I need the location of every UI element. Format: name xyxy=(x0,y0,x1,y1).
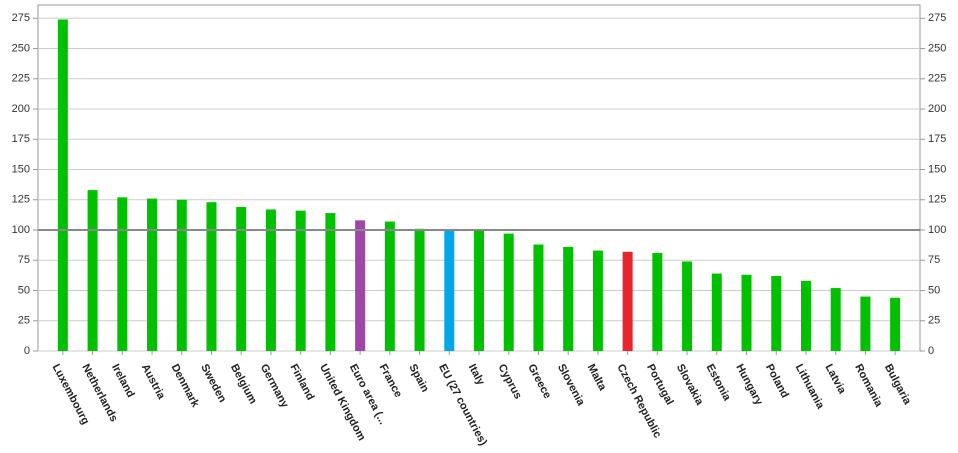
bar xyxy=(414,228,425,351)
bar xyxy=(176,199,187,351)
bar xyxy=(771,275,782,351)
x-tick-label: Cyprus xyxy=(496,362,524,401)
x-tick-label: Hungary xyxy=(733,362,765,408)
bar xyxy=(592,250,603,351)
x-tick-label: Spain xyxy=(406,362,431,394)
x-tick-label: Greece xyxy=(525,362,553,401)
bar xyxy=(503,233,514,351)
x-tick-label: Sweden xyxy=(198,362,228,405)
y2-tick-label: 0 xyxy=(928,345,934,357)
y-tick-label: 100 xyxy=(12,224,30,236)
y-tick-label: 225 xyxy=(12,73,30,85)
bar xyxy=(265,209,276,351)
x-tick-label: Belgium xyxy=(228,362,259,406)
x-tick-label: Poland xyxy=(763,362,791,400)
x-tick-label: France xyxy=(377,362,405,399)
bar xyxy=(384,221,395,351)
bar xyxy=(236,207,247,351)
x-tick-label: Finland xyxy=(287,362,316,402)
bar xyxy=(325,213,336,351)
bar xyxy=(533,244,544,351)
bar xyxy=(444,230,455,351)
y2-tick-label: 50 xyxy=(928,284,940,296)
y-tick-label: 275 xyxy=(12,12,30,24)
bar xyxy=(741,274,752,351)
y2-tick-label: 175 xyxy=(928,133,946,145)
bar xyxy=(474,230,484,351)
x-tick-label: Slovenia xyxy=(555,362,587,408)
y-tick-label: 175 xyxy=(12,133,30,145)
x-tick-label: Slovakia xyxy=(674,362,706,408)
y2-tick-label: 275 xyxy=(928,12,946,24)
bar xyxy=(206,202,217,351)
y2-tick-label: 150 xyxy=(928,163,946,175)
x-tick-label: Latvia xyxy=(822,362,848,396)
x-tick-label: Ireland xyxy=(109,362,137,399)
bar xyxy=(860,296,871,351)
y-tick-label: 250 xyxy=(12,42,30,54)
y-tick-label: 50 xyxy=(18,284,30,296)
bar xyxy=(682,261,693,351)
bar xyxy=(800,280,811,351)
bar xyxy=(355,220,366,351)
y-tick-label: 125 xyxy=(12,194,30,206)
x-tick-label: Denmark xyxy=(169,362,202,410)
y2-tick-label: 250 xyxy=(928,42,946,54)
bar xyxy=(652,253,663,351)
y-tick-label: 75 xyxy=(18,254,30,266)
x-tick-label: Lithuania xyxy=(793,362,827,412)
y2-tick-label: 200 xyxy=(928,103,946,115)
bar xyxy=(57,19,68,351)
x-tick-label: Germany xyxy=(258,362,291,411)
x-tick-label: Malta xyxy=(585,362,609,393)
bar xyxy=(830,288,841,351)
bar xyxy=(563,246,574,351)
y2-tick-label: 100 xyxy=(928,224,946,236)
y-tick-label: 0 xyxy=(24,345,30,357)
bar xyxy=(147,198,158,351)
y2-tick-label: 75 xyxy=(928,254,940,266)
bar xyxy=(711,273,722,351)
bar xyxy=(117,197,128,351)
x-tick-label: Portugal xyxy=(644,362,676,407)
x-tick-label: Estonia xyxy=(704,362,734,403)
x-tick-label: Italy xyxy=(466,362,487,388)
bar xyxy=(295,210,306,351)
y-tick-label: 200 xyxy=(12,103,30,115)
y-tick-label: 150 xyxy=(12,163,30,175)
bar xyxy=(87,190,98,351)
x-tick-label: Austria xyxy=(139,362,168,402)
y2-tick-label: 225 xyxy=(928,73,946,85)
bar xyxy=(890,297,901,351)
bar xyxy=(622,251,633,351)
x-tick-label: Romania xyxy=(852,362,885,409)
y-tick-label: 25 xyxy=(18,315,30,327)
x-tick-label: Bulgaria xyxy=(882,362,914,407)
y2-tick-label: 125 xyxy=(928,194,946,206)
y2-tick-label: 25 xyxy=(928,315,940,327)
